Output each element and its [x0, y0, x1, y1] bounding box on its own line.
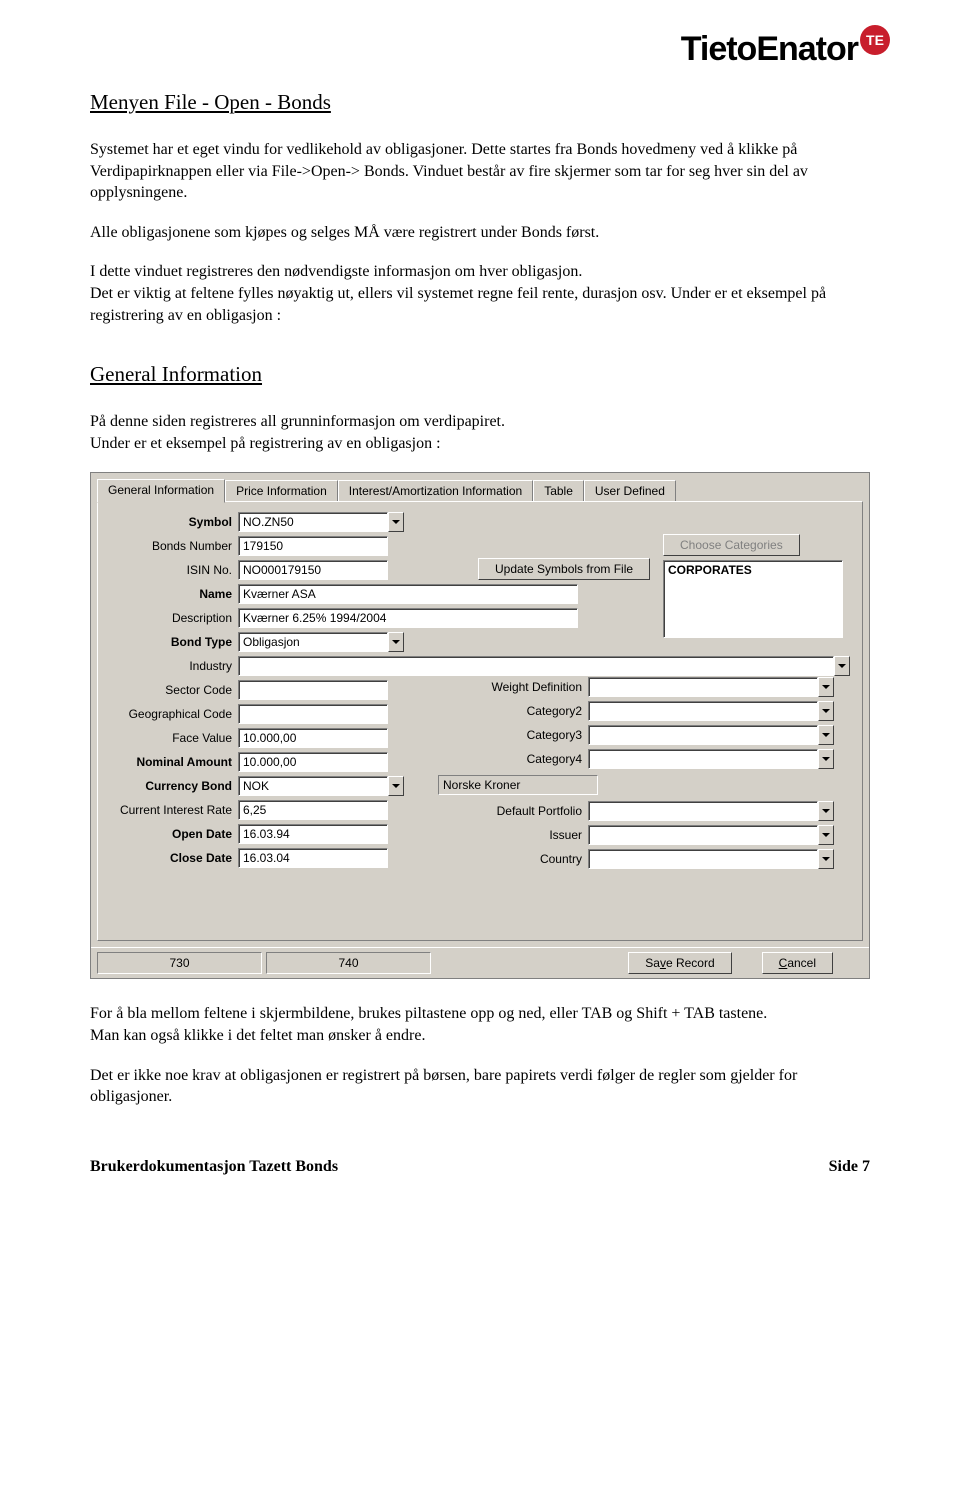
label-description: Description: [108, 611, 238, 625]
footer-left: Brukerdokumentasjon Tazett Bonds: [90, 1158, 338, 1176]
nominal-amount-input[interactable]: [238, 752, 388, 772]
currency-dropdown-arrow[interactable]: [388, 776, 404, 796]
label-isin: ISIN No.: [108, 563, 238, 577]
label-geo: Geographical Code: [108, 707, 238, 721]
paragraph: Alle obligasjonene som kjøpes og selges …: [90, 222, 870, 244]
logo-badge: TE: [860, 25, 890, 55]
label-close-date: Close Date: [108, 851, 238, 865]
page-title: Menyen File - Open - Bonds: [90, 90, 870, 115]
label-cat2: Category2: [478, 704, 588, 718]
cat4-dropdown-arrow[interactable]: [818, 749, 834, 769]
label-portfolio: Default Portfolio: [478, 804, 588, 818]
geo-input[interactable]: [238, 704, 388, 724]
label-nominal: Nominal Amount: [108, 755, 238, 769]
symbol-input[interactable]: [238, 512, 388, 532]
label-currency: Currency Bond: [108, 779, 238, 793]
label-weight: Weight Definition: [478, 680, 588, 694]
name-input[interactable]: [238, 584, 578, 604]
tab-interest-amortization[interactable]: Interest/Amortization Information: [338, 480, 533, 502]
tab-table[interactable]: Table: [533, 480, 584, 502]
close-date-input[interactable]: [238, 848, 388, 868]
label-bonds-number: Bonds Number: [108, 539, 238, 553]
cir-input[interactable]: [238, 800, 388, 820]
issuer-dropdown-arrow[interactable]: [818, 825, 834, 845]
industry-dropdown-arrow[interactable]: [834, 656, 850, 676]
paragraph: Systemet har et eget vindu for vedlikeho…: [90, 139, 870, 204]
logo-text: TietoEnator: [681, 30, 858, 69]
tab-bar: General Information Price Information In…: [91, 473, 869, 501]
portfolio-input[interactable]: [588, 801, 818, 821]
cat3-dropdown-arrow[interactable]: [818, 725, 834, 745]
currency-input[interactable]: [238, 776, 388, 796]
country-input[interactable]: [588, 849, 818, 869]
weight-input[interactable]: [588, 677, 818, 697]
label-symbol: Symbol: [108, 515, 238, 529]
footer-right: Side 7: [829, 1158, 870, 1176]
page-footer: Brukerdokumentasjon Tazett Bonds Side 7: [90, 1158, 870, 1176]
label-cat4: Category4: [478, 752, 588, 766]
description-input[interactable]: [238, 608, 578, 628]
label-industry: Industry: [108, 659, 238, 673]
issuer-input[interactable]: [588, 825, 818, 845]
label-open-date: Open Date: [108, 827, 238, 841]
logo: TietoEnator TE: [681, 30, 890, 69]
tab-user-defined[interactable]: User Defined: [584, 480, 676, 502]
isin-input[interactable]: [238, 560, 388, 580]
status-bar: 730 740 Save Record Cancel: [91, 947, 869, 978]
sector-input[interactable]: [238, 680, 388, 700]
label-cat3: Category3: [478, 728, 588, 742]
label-bond-type: Bond Type: [108, 635, 238, 649]
industry-input[interactable]: [238, 656, 834, 676]
country-dropdown-arrow[interactable]: [818, 849, 834, 869]
bonds-dialog: General Information Price Information In…: [90, 472, 870, 979]
cat2-input[interactable]: [588, 701, 818, 721]
open-date-input[interactable]: [238, 824, 388, 844]
update-symbols-button[interactable]: Update Symbols from File: [478, 558, 650, 580]
symbol-dropdown-arrow[interactable]: [388, 512, 404, 532]
label-sector: Sector Code: [108, 683, 238, 697]
status-left: 730: [97, 952, 262, 974]
status-right: 740: [266, 952, 431, 974]
cat2-dropdown-arrow[interactable]: [818, 701, 834, 721]
cancel-button[interactable]: Cancel: [762, 952, 833, 974]
section-title: General Information: [90, 362, 870, 387]
bonds-number-input[interactable]: [238, 536, 388, 556]
label-country: Country: [478, 852, 588, 866]
paragraph: På denne siden registreres all grunninfo…: [90, 411, 870, 454]
label-name: Name: [108, 587, 238, 601]
bond-type-dropdown-arrow[interactable]: [388, 632, 404, 652]
tab-price-information[interactable]: Price Information: [225, 480, 338, 502]
weight-dropdown-arrow[interactable]: [818, 677, 834, 697]
save-record-button[interactable]: Save Record: [628, 952, 731, 974]
categories-listbox[interactable]: CORPORATES: [663, 560, 843, 638]
paragraph: Det er ikke noe krav at obligasjonen er …: [90, 1065, 870, 1108]
cat3-input[interactable]: [588, 725, 818, 745]
portfolio-dropdown-arrow[interactable]: [818, 801, 834, 821]
tab-general-information[interactable]: General Information: [97, 479, 225, 503]
bond-type-input[interactable]: [238, 632, 388, 652]
label-cir: Current Interest Rate: [108, 803, 238, 817]
label-issuer: Issuer: [478, 828, 588, 842]
face-value-input[interactable]: [238, 728, 388, 748]
paragraph: I dette vinduet registreres den nødvendi…: [90, 261, 870, 326]
choose-categories-button[interactable]: Choose Categories: [663, 534, 800, 556]
cat4-input[interactable]: [588, 749, 818, 769]
paragraph: For å bla mellom feltene i skjermbildene…: [90, 1003, 870, 1046]
tab-page-general: Symbol Bonds Number ISIN No. Name Descri…: [97, 501, 863, 941]
label-face: Face Value: [108, 731, 238, 745]
currency-name-display: [438, 775, 598, 795]
